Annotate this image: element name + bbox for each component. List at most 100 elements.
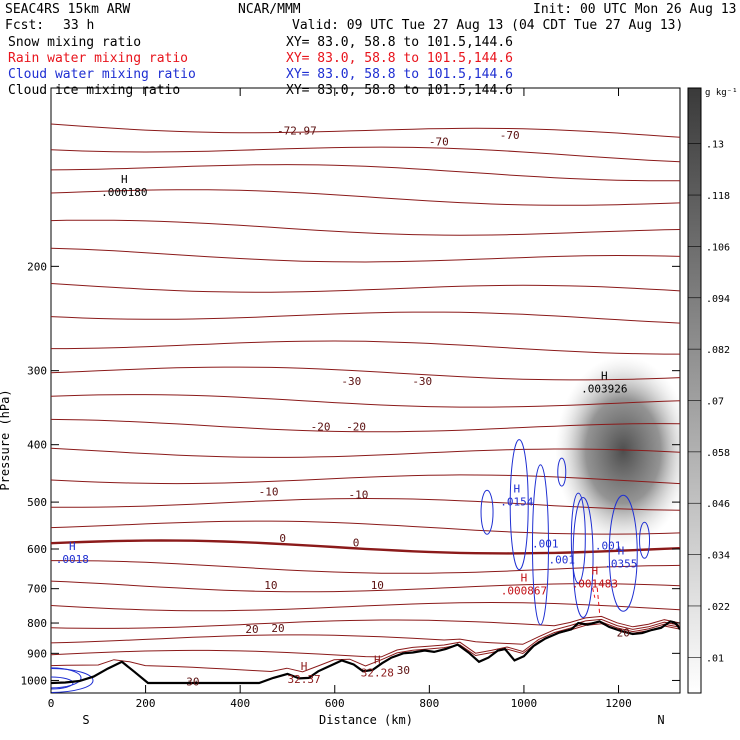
cloud-ice-shading: [555, 356, 680, 547]
isotherm-label: 30: [186, 676, 199, 689]
colorbar-tick-label: .01: [706, 653, 724, 664]
isotherm-label: 0: [279, 532, 286, 545]
extremum-mark: H: [121, 173, 128, 186]
extremum-value: .001: [549, 554, 576, 567]
colorbar-tick-label: .022: [706, 602, 730, 613]
isotherm-line: [51, 601, 680, 612]
extremum-value: .0018: [56, 553, 89, 566]
isotherm-line: [51, 283, 680, 293]
cloud-water-contour: [509, 439, 529, 571]
isotherm-label: 10: [371, 579, 384, 592]
colorbar-tick-label: .13: [706, 140, 724, 151]
isotherm-label: -20: [311, 421, 331, 434]
legend-field-range: XY= 83.0, 58.8 to 101.5,144.6: [286, 83, 513, 98]
distance-tick-label: 200: [136, 697, 156, 710]
pressure-tick-label: 400: [27, 439, 47, 452]
isotherm-line: [51, 474, 680, 485]
isotherm-label: -70: [429, 135, 449, 148]
x-axis-title: Distance (km): [319, 713, 413, 727]
cloud-water-contour: [639, 521, 651, 559]
isotherm-line: [51, 164, 680, 182]
pressure-tick-label: 800: [27, 617, 47, 630]
extremum-value: .000180: [101, 186, 147, 199]
isotherm-label: -10: [259, 486, 279, 499]
extremum-value: .003926: [581, 383, 627, 396]
isotherm-line: [51, 560, 680, 574]
isotherm-line: [51, 618, 680, 645]
colorbar-units: g kg⁻¹: [705, 88, 738, 98]
isotherm-line: [51, 123, 680, 138]
pressure-tick-label: 900: [27, 647, 47, 660]
colorbar-tick-label: .082: [706, 345, 730, 356]
colorbar: [687, 87, 702, 694]
model-title: SEAC4RS 15km ARW: [5, 2, 130, 17]
rain-water-contour: [596, 587, 601, 614]
extremum-value: .001483: [572, 577, 618, 590]
pressure-tick-label: 300: [27, 365, 47, 378]
cloud-water-contour: [572, 496, 594, 618]
colorbar-tick-label: .034: [706, 551, 730, 562]
legend-field-name: Cloud water mixing ratio: [8, 67, 196, 82]
extrema-labels: H.000180H.003926H.0154.001.001.001H.0018…: [56, 173, 638, 686]
isotherm-label: 20: [617, 627, 630, 640]
cloud-water-contour: [51, 667, 94, 693]
colorbar-tick-label: .058: [706, 448, 730, 459]
legend-field-range: XY= 83.0, 58.8 to 101.5,144.6: [286, 51, 513, 66]
cloud-water-contour: [557, 457, 567, 487]
cloud-water-contour: [531, 464, 549, 626]
pressure-tick-label: 500: [27, 496, 47, 509]
isotherm-line: [51, 146, 680, 163]
isotherm-line: [51, 418, 680, 433]
extremum-mark: H: [601, 370, 608, 383]
isotherm-line: [51, 447, 680, 458]
extremum-value: .0154: [500, 495, 533, 508]
isotherm-line: [51, 623, 680, 673]
isotherm-label: 0: [353, 536, 360, 549]
distance-tick-label: 400: [230, 697, 250, 710]
isotherm-label: 10: [264, 579, 277, 592]
colorbar-tick-label: .046: [706, 499, 730, 510]
extremum-mark: H: [618, 544, 625, 557]
colorbar-ticks: .01 .022 .034 .046 .058 .07 .082 .094 .106 .118 .1…: [688, 140, 730, 664]
colorbar-tick-label: .094: [706, 294, 730, 305]
extremum-mark: H: [374, 653, 381, 666]
extremum-mark: H: [69, 540, 76, 553]
distance-tick-label: 1000: [511, 697, 538, 710]
contour-labels: -72.97 -70 -70 -30 -30 -20 -20 -10 -10 0 0 10 10 20 20…: [186, 125, 630, 689]
isotherm-line: [51, 311, 680, 324]
isotherm-line: [51, 497, 680, 511]
isotherm-label: 20: [245, 623, 258, 636]
distance-tick-label: 600: [325, 697, 345, 710]
extremum-value: .000867: [501, 585, 547, 598]
cloud-water-contour: [570, 492, 586, 584]
temperature-contours: [51, 123, 680, 673]
isotherm-line: [51, 340, 680, 355]
init-time: Init: 00 UTC Mon 26 Aug 13: [533, 2, 737, 17]
forecast-label: Fcst:: [5, 18, 44, 33]
isotherm-label: -70: [500, 129, 520, 142]
extremum-mark: H: [592, 564, 599, 577]
rain-water-contour: [592, 587, 596, 598]
isotherm-line: [51, 247, 680, 263]
distance-tick-label: 800: [419, 697, 439, 710]
extremum-value: .001: [595, 539, 622, 552]
north-label: N: [657, 713, 664, 727]
south-label: S: [82, 713, 89, 727]
colorbar-tick-label: .07: [706, 397, 724, 408]
cloud-water-contours: [51, 439, 651, 693]
colorbar-tick-label: .106: [706, 242, 730, 253]
extremum-value: .001: [532, 537, 559, 550]
extremum-value: .0355: [604, 557, 637, 570]
distance-tick-label: 0: [48, 697, 55, 710]
isotherm-label: 20: [271, 622, 284, 635]
distance-axis: 0 200 400 600 800 1000 1200: [48, 88, 632, 710]
isotherm-line: [51, 615, 680, 629]
extremum-mark: H: [514, 482, 521, 495]
colorbar-tick-label: .118: [706, 191, 730, 202]
plot-frame: [50, 87, 681, 694]
isotherm-label: -10: [348, 488, 368, 501]
legend-field-name: Cloud ice mixing ratio: [8, 83, 180, 98]
legend-field-range: XY= 83.0, 58.8 to 101.5,144.6: [286, 67, 513, 82]
legend-field-name: Rain water mixing ratio: [8, 51, 188, 66]
